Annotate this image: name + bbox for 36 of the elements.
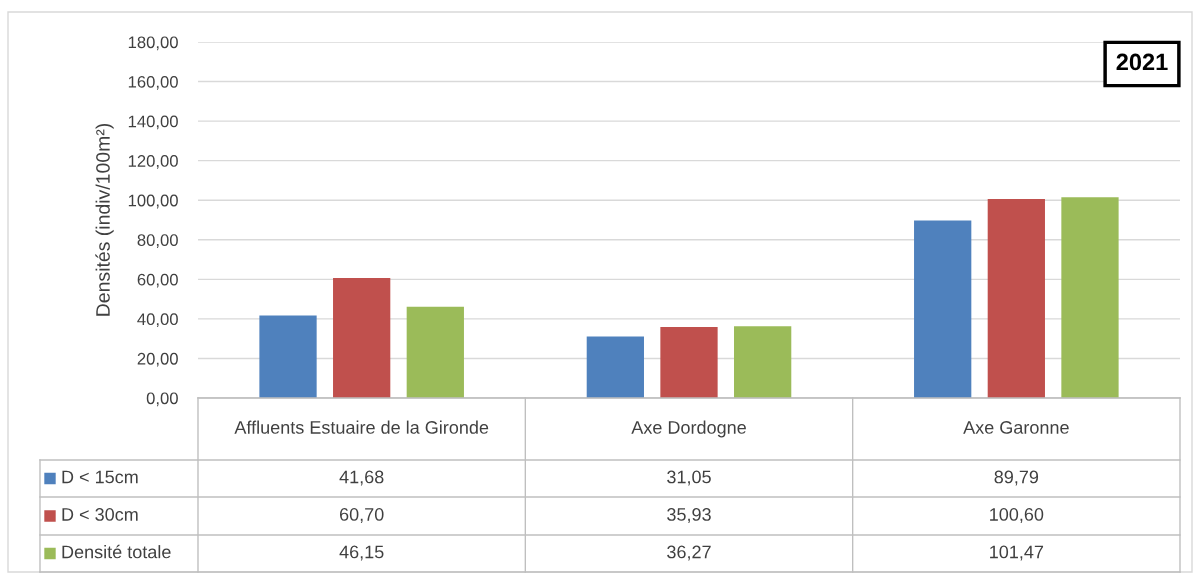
- y-tick-label: 0,00: [146, 392, 178, 407]
- y-tick-label: 120,00: [128, 155, 178, 169]
- bar: [1061, 197, 1119, 398]
- data-label: 35,93: [667, 508, 711, 523]
- data-label: 101,47: [990, 545, 1044, 561]
- x-tick-label: Affluents Estuaire de la Gironde: [234, 420, 489, 434]
- annotation: 2021: [1116, 53, 1168, 71]
- data-label: 60,70: [339, 508, 384, 523]
- x-tick-label: Axe Dordogne: [631, 420, 746, 438]
- y-tick-label: 80,00: [137, 234, 178, 248]
- y-tick-label: 100,00: [128, 194, 178, 209]
- data-label: 100,60: [990, 508, 1044, 523]
- data-label: 89,79: [994, 470, 1039, 486]
- bar: [734, 326, 792, 398]
- y-tick-label: 20,00: [137, 352, 178, 367]
- data-label: 31,05: [667, 470, 711, 486]
- bar: [586, 336, 644, 398]
- bar: [406, 306, 464, 398]
- bar: [259, 315, 317, 398]
- legend-label: D < 30cm: [62, 508, 138, 521]
- data-label: 36,27: [667, 545, 711, 561]
- data-label: 41,68: [339, 470, 384, 486]
- bar: [660, 326, 718, 398]
- data-label: 46,15: [339, 545, 384, 561]
- legend-label: Densité totale: [62, 544, 171, 559]
- legend-label: D < 15cm: [62, 470, 138, 484]
- bar: [987, 199, 1045, 398]
- x-tick-label: Axe Garonne: [963, 421, 1069, 434]
- bar: [914, 220, 972, 398]
- y-axis-title: Densités (indiv/100m²): [95, 123, 114, 316]
- y-tick-label: 180,00: [128, 36, 178, 51]
- y-tick-label: 60,00: [137, 273, 178, 288]
- y-tick-label: 40,00: [137, 313, 178, 328]
- y-tick-label: 140,00: [128, 115, 178, 130]
- y-tick-label: 160,00: [128, 75, 178, 90]
- bar: [333, 277, 391, 398]
